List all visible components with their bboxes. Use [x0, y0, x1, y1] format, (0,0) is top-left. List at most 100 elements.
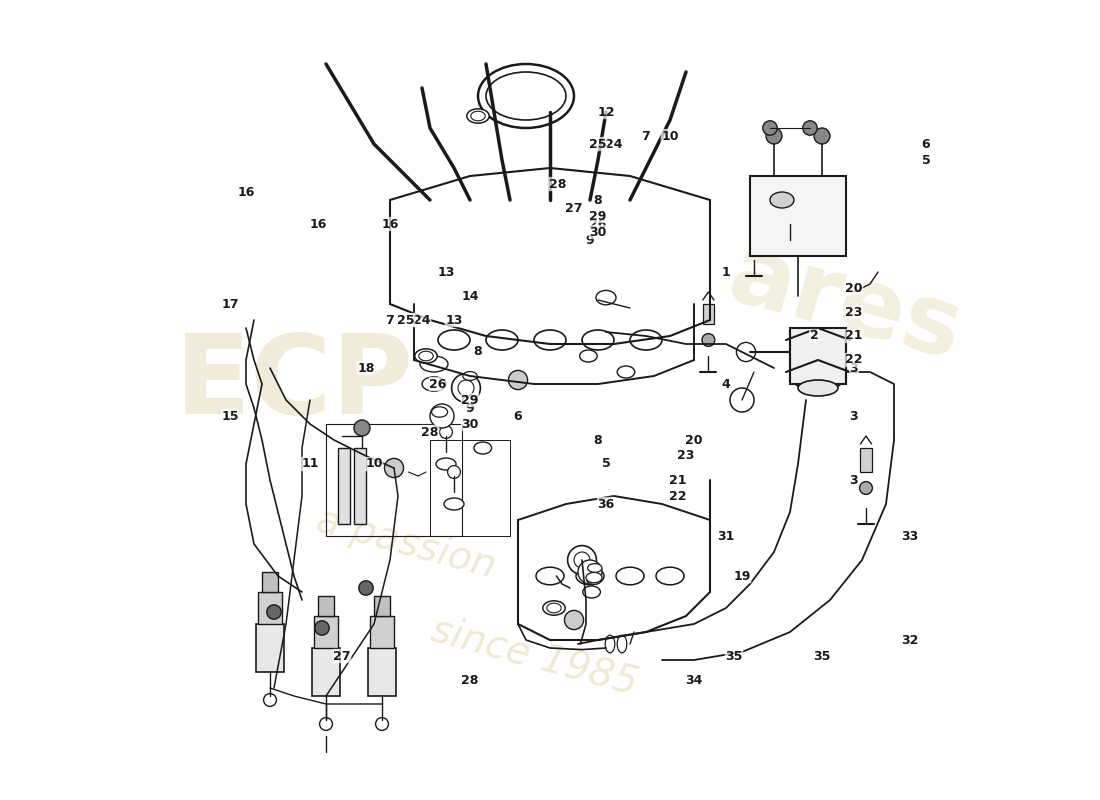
Ellipse shape — [656, 567, 684, 585]
Text: 27: 27 — [333, 650, 351, 662]
Ellipse shape — [580, 350, 597, 362]
Text: 28: 28 — [461, 674, 478, 686]
Text: 13: 13 — [446, 314, 463, 326]
Circle shape — [568, 546, 596, 574]
Text: 30: 30 — [590, 226, 607, 238]
Bar — [354, 448, 366, 524]
Text: 4: 4 — [722, 378, 730, 390]
Ellipse shape — [770, 192, 794, 208]
Ellipse shape — [463, 396, 477, 404]
Text: 19: 19 — [734, 570, 750, 582]
Text: 29: 29 — [461, 394, 478, 406]
Text: 12: 12 — [597, 106, 615, 118]
Circle shape — [736, 342, 756, 362]
Bar — [790, 328, 846, 384]
Text: 1: 1 — [722, 266, 730, 278]
Text: 3: 3 — [849, 362, 858, 374]
Text: 17: 17 — [221, 298, 239, 310]
Ellipse shape — [547, 603, 561, 613]
Ellipse shape — [596, 290, 616, 305]
Text: 6: 6 — [514, 410, 522, 422]
Ellipse shape — [436, 458, 456, 470]
Bar — [750, 176, 846, 256]
Ellipse shape — [444, 498, 464, 510]
Ellipse shape — [471, 111, 485, 121]
Bar — [318, 596, 334, 616]
Text: 9: 9 — [585, 234, 594, 246]
Text: 35: 35 — [813, 650, 830, 662]
Circle shape — [578, 560, 602, 584]
Text: 7: 7 — [386, 314, 395, 326]
Text: 20: 20 — [845, 282, 862, 294]
Ellipse shape — [486, 330, 518, 350]
Circle shape — [574, 552, 590, 568]
Text: 26: 26 — [429, 378, 447, 390]
Text: 10: 10 — [365, 458, 383, 470]
Ellipse shape — [431, 406, 448, 418]
Text: 5: 5 — [922, 154, 931, 166]
Circle shape — [564, 610, 584, 630]
Text: ares: ares — [719, 228, 972, 380]
Ellipse shape — [466, 109, 490, 123]
Circle shape — [359, 581, 373, 595]
Ellipse shape — [790, 352, 846, 392]
Text: 25: 25 — [590, 138, 607, 150]
Ellipse shape — [582, 330, 614, 350]
Text: 21: 21 — [845, 330, 862, 342]
Circle shape — [859, 482, 872, 494]
Text: 22: 22 — [845, 354, 862, 366]
Circle shape — [354, 420, 370, 436]
Text: 15: 15 — [221, 410, 239, 422]
Circle shape — [803, 121, 817, 135]
Ellipse shape — [616, 567, 644, 585]
Circle shape — [375, 718, 388, 730]
Bar — [326, 424, 462, 536]
Ellipse shape — [583, 586, 601, 598]
Text: 22: 22 — [669, 490, 686, 502]
Circle shape — [320, 718, 332, 730]
Text: 28: 28 — [549, 178, 566, 190]
Ellipse shape — [419, 351, 433, 361]
Text: ECP: ECP — [175, 330, 414, 438]
Ellipse shape — [630, 330, 662, 350]
Text: 20: 20 — [685, 434, 703, 446]
Circle shape — [267, 605, 282, 619]
Text: 3: 3 — [849, 474, 858, 486]
Text: 29: 29 — [590, 210, 607, 222]
Bar — [311, 648, 340, 696]
Ellipse shape — [420, 356, 448, 372]
Bar — [703, 304, 714, 324]
Ellipse shape — [534, 330, 566, 350]
Text: 27: 27 — [565, 202, 583, 214]
Bar — [314, 616, 338, 648]
Circle shape — [448, 466, 461, 478]
Text: 7: 7 — [641, 130, 650, 142]
Text: 9: 9 — [465, 402, 474, 414]
Bar — [262, 572, 278, 592]
Text: 30: 30 — [461, 418, 478, 430]
Text: 26: 26 — [590, 218, 607, 230]
Ellipse shape — [415, 349, 437, 363]
Bar — [367, 648, 396, 696]
Ellipse shape — [438, 330, 470, 350]
Ellipse shape — [798, 380, 838, 396]
Text: 5: 5 — [602, 458, 610, 470]
Text: 13: 13 — [438, 266, 454, 278]
Text: 36: 36 — [597, 498, 615, 510]
Ellipse shape — [617, 635, 627, 653]
Text: 24: 24 — [605, 138, 623, 150]
Circle shape — [452, 374, 481, 402]
Text: since 1985: since 1985 — [427, 610, 641, 702]
Text: 11: 11 — [301, 458, 319, 470]
Text: 24: 24 — [414, 314, 431, 326]
Ellipse shape — [586, 576, 602, 584]
Text: 14: 14 — [461, 290, 478, 302]
Bar — [374, 596, 390, 616]
Text: 23: 23 — [845, 306, 862, 318]
Circle shape — [508, 370, 528, 390]
Ellipse shape — [542, 601, 565, 615]
Text: 16: 16 — [382, 218, 398, 230]
Circle shape — [814, 128, 830, 144]
Ellipse shape — [617, 366, 635, 378]
Text: 32: 32 — [901, 634, 918, 646]
